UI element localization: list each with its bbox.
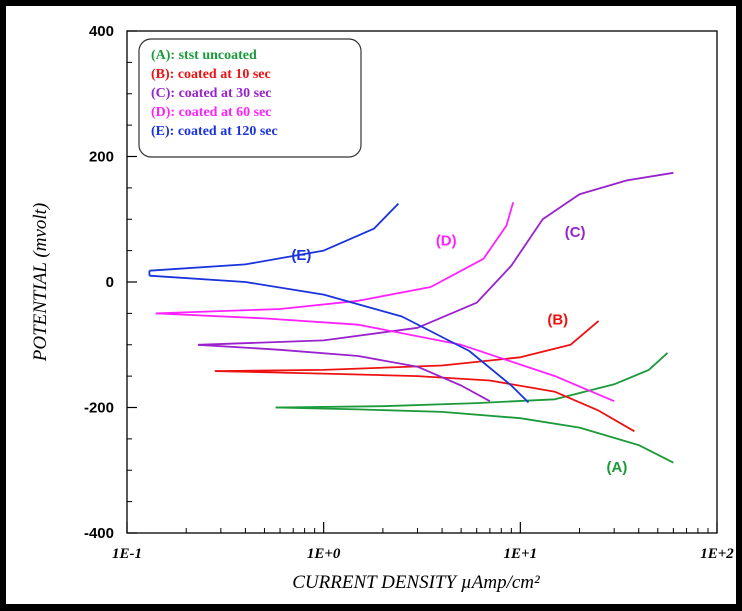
- series-e-cathodic-line: [149, 274, 530, 404]
- y-tick-label: -200: [84, 400, 114, 417]
- series-d-cathodic-line: [155, 312, 615, 403]
- x-tick-label: 1E+1: [504, 546, 538, 562]
- legend-entry-a: (A): stst uncoated: [151, 48, 257, 63]
- y-tick-label: 0: [106, 274, 114, 291]
- series-layer: [148, 171, 674, 464]
- y-tick-label: 400: [89, 23, 114, 40]
- legend-entry-b: (B): coated at 10 sec: [151, 67, 271, 82]
- series-e-label: (E): [291, 247, 311, 264]
- y-axis-title: POTENTIAL (mvolt): [30, 203, 51, 363]
- y-tick-label: -400: [84, 525, 114, 542]
- legend-entry-c: (C): coated at 30 sec: [151, 86, 272, 101]
- legend-entry-d: (D): coated at 60 sec: [151, 105, 272, 120]
- series-c-anodic-line: [198, 171, 674, 346]
- series-b-cathodic-line: [214, 370, 635, 433]
- y-tick-label: 200: [89, 149, 114, 166]
- series-a-label: (A): [607, 459, 628, 476]
- x-tick-label: 1E+2: [700, 546, 734, 562]
- legend-box: [138, 38, 362, 158]
- series-c-label: (C): [565, 224, 586, 241]
- x-tick-label: 1E-1: [112, 546, 142, 562]
- series-b-label: (B): [547, 312, 568, 329]
- legend-entry-e: (E): coated at 120 sec: [151, 124, 278, 139]
- series-c-cathodic-line: [198, 343, 491, 402]
- series-a-cathodic-line: [275, 406, 674, 464]
- x-tick-label: 1E+0: [307, 546, 341, 562]
- x-axis-title: CURRENT DENSITY µAmp/cm²: [292, 572, 540, 593]
- series-e-anodic-line: [149, 202, 400, 272]
- chart-frame: 1E-1 1E+0 1E+1 1E+2 400 200 0 -200 -400 (A) (B)(…: [6, 6, 736, 604]
- series-d-label: (D): [436, 233, 457, 250]
- series-d-anodic-line: [155, 202, 515, 315]
- series-a-anodic-line: [275, 352, 669, 409]
- legend: (A): stst uncoated (B): coated at 10 sec…: [138, 38, 362, 158]
- series-labels: (A) (B) (C) (D) (E): [291, 224, 627, 476]
- x-axis-ticks: 1E-1 1E+0 1E+1 1E+2: [112, 522, 734, 562]
- y-axis-ticks: 400 200 0 -200 -400: [84, 23, 137, 542]
